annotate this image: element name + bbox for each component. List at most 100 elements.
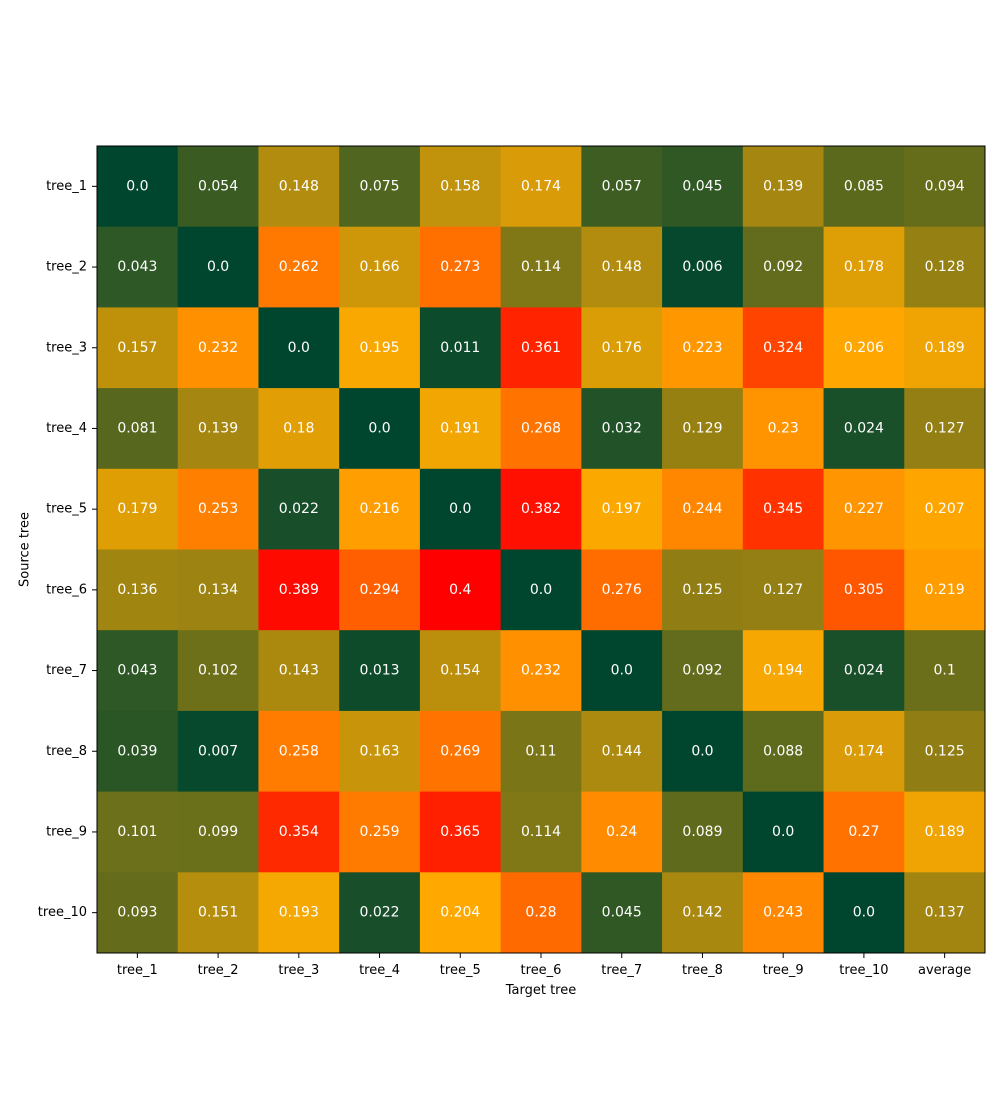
cell-value-label: 0.365 bbox=[440, 824, 480, 840]
heatmap-cell-tree_10-tree_10 bbox=[823, 872, 905, 954]
heatmap-cell-tree_3-tree_1 bbox=[97, 307, 179, 389]
cell-value-label: 0.0 bbox=[368, 420, 390, 436]
cell-value-label: 0.27 bbox=[848, 824, 879, 840]
heatmap-cell-tree_7-tree_3 bbox=[258, 630, 340, 712]
heatmap-cell-tree_6-tree_4 bbox=[339, 549, 421, 631]
x-tick-label: tree_7 bbox=[601, 963, 642, 978]
cell-value-label: 0.361 bbox=[521, 340, 561, 356]
cell-value-label: 0.174 bbox=[521, 178, 561, 194]
heatmap-cell-tree_1-tree_9 bbox=[742, 146, 825, 228]
cell-value-label: 0.305 bbox=[844, 582, 884, 598]
heatmap-cell-tree_3-tree_2 bbox=[177, 307, 259, 389]
cell-value-label: 0.142 bbox=[682, 905, 722, 921]
x-tick-label: tree_3 bbox=[278, 963, 319, 978]
heatmap-cell-tree_4-tree_4 bbox=[339, 388, 421, 470]
heatmap-cell-tree_7-average bbox=[904, 630, 986, 712]
heatmap-cell-tree_8-tree_2 bbox=[177, 710, 259, 793]
heatmap-cell-tree_4-tree_1 bbox=[97, 388, 179, 470]
heatmap-cell-tree_5-tree_4 bbox=[339, 468, 421, 550]
cell-value-label: 0.022 bbox=[279, 501, 319, 517]
cell-value-label: 0.206 bbox=[844, 340, 884, 356]
cell-value-label: 0.043 bbox=[117, 259, 157, 275]
cell-value-label: 0.158 bbox=[440, 178, 480, 194]
heatmap-cell-tree_10-tree_4 bbox=[339, 872, 421, 954]
cell-value-label: 0.139 bbox=[198, 420, 238, 436]
heatmap-cell-tree_7-tree_10 bbox=[823, 630, 905, 712]
heatmap-cell-tree_6-tree_7 bbox=[581, 549, 663, 631]
heatmap-cell-tree_3-average bbox=[904, 307, 986, 389]
cell-value-label: 0.1 bbox=[934, 663, 956, 679]
cell-value-label: 0.128 bbox=[925, 259, 965, 275]
cell-value-label: 0.011 bbox=[440, 340, 480, 356]
heatmap-cell-tree_4-tree_6 bbox=[500, 388, 582, 470]
heatmap-cell-tree_1-tree_4 bbox=[339, 146, 421, 228]
cell-value-label: 0.253 bbox=[198, 501, 238, 517]
x-axis-title: Target tree bbox=[505, 983, 577, 998]
heatmap-cell-tree_2-tree_9 bbox=[742, 226, 825, 308]
heatmap-cell-tree_7-tree_8 bbox=[662, 630, 744, 712]
heatmap-cell-tree_9-tree_3 bbox=[258, 791, 340, 873]
heatmap-cell-tree_1-tree_6 bbox=[500, 146, 582, 228]
y-tick-label: tree_8 bbox=[46, 744, 87, 759]
cell-value-label: 0.102 bbox=[198, 663, 238, 679]
cell-value-label: 0.324 bbox=[763, 340, 803, 356]
heatmap-cell-tree_1-tree_8 bbox=[662, 146, 744, 228]
heatmap-cell-tree_2-tree_7 bbox=[581, 226, 663, 308]
heatmap-cell-tree_1-tree_2 bbox=[177, 146, 259, 228]
cell-value-label: 0.092 bbox=[682, 663, 722, 679]
x-tick-label: tree_6 bbox=[521, 963, 562, 978]
heatmap-cell-tree_10-tree_2 bbox=[177, 872, 259, 954]
y-tick-label: tree_9 bbox=[46, 824, 87, 839]
cell-value-label: 0.024 bbox=[844, 420, 884, 436]
cell-value-label: 0.178 bbox=[844, 259, 884, 275]
heatmap-cell-tree_7-tree_6 bbox=[500, 630, 582, 712]
cell-value-label: 0.268 bbox=[521, 420, 561, 436]
heatmap-cell-tree_7-tree_7 bbox=[581, 630, 663, 712]
cell-value-label: 0.0 bbox=[530, 582, 552, 598]
cell-value-label: 0.013 bbox=[359, 663, 399, 679]
heatmap-cell-tree_7-tree_2 bbox=[177, 630, 259, 712]
cell-value-label: 0.11 bbox=[525, 743, 556, 759]
cell-value-label: 0.276 bbox=[602, 582, 642, 598]
x-tick-label: tree_1 bbox=[117, 963, 158, 978]
cell-value-label: 0.054 bbox=[198, 178, 238, 194]
cell-value-label: 0.137 bbox=[925, 905, 965, 921]
heatmap-cell-tree_9-tree_10 bbox=[823, 791, 905, 873]
cell-value-label: 0.088 bbox=[763, 743, 803, 759]
heatmap-cell-tree_10-tree_3 bbox=[258, 872, 340, 954]
y-tick-label: tree_10 bbox=[38, 905, 87, 920]
heatmap-cell-tree_4-tree_7 bbox=[581, 388, 663, 470]
cell-value-label: 0.0 bbox=[853, 905, 875, 921]
cell-value-label: 0.0 bbox=[126, 178, 148, 194]
cell-value-label: 0.099 bbox=[198, 824, 238, 840]
heatmap-cell-tree_8-tree_8 bbox=[662, 710, 744, 793]
heatmap-cell-tree_9-tree_8 bbox=[662, 791, 744, 873]
cell-value-label: 0.18 bbox=[283, 420, 314, 436]
heatmap-cell-tree_2-tree_1 bbox=[97, 226, 179, 308]
cell-value-label: 0.227 bbox=[844, 501, 884, 517]
heatmap-cell-tree_2-tree_4 bbox=[339, 226, 421, 308]
cell-value-label: 0.232 bbox=[198, 340, 238, 356]
heatmap-cell-tree_6-tree_2 bbox=[177, 549, 259, 631]
cell-value-label: 0.143 bbox=[279, 663, 319, 679]
cell-value-label: 0.244 bbox=[682, 501, 722, 517]
cell-value-label: 0.114 bbox=[521, 824, 561, 840]
heatmap-cell-tree_3-tree_9 bbox=[742, 307, 825, 389]
cell-value-label: 0.0 bbox=[288, 340, 310, 356]
heatmap-cell-tree_8-tree_5 bbox=[419, 710, 502, 793]
cell-value-label: 0.045 bbox=[682, 178, 722, 194]
cell-value-label: 0.197 bbox=[602, 501, 642, 517]
cell-value-label: 0.269 bbox=[440, 743, 480, 759]
cell-value-label: 0.085 bbox=[844, 178, 884, 194]
heatmap-cell-tree_10-tree_9 bbox=[742, 872, 825, 954]
heatmap-cell-tree_8-tree_3 bbox=[258, 710, 340, 793]
cell-value-label: 0.382 bbox=[521, 501, 561, 517]
cell-value-label: 0.195 bbox=[359, 340, 399, 356]
cell-value-label: 0.045 bbox=[602, 905, 642, 921]
heatmap-cell-tree_3-tree_5 bbox=[419, 307, 502, 389]
cell-value-label: 0.057 bbox=[602, 178, 642, 194]
cell-value-label: 0.032 bbox=[602, 420, 642, 436]
cell-value-label: 0.092 bbox=[763, 259, 803, 275]
heatmap-cell-tree_2-tree_2 bbox=[177, 226, 259, 308]
cell-value-label: 0.24 bbox=[606, 824, 637, 840]
